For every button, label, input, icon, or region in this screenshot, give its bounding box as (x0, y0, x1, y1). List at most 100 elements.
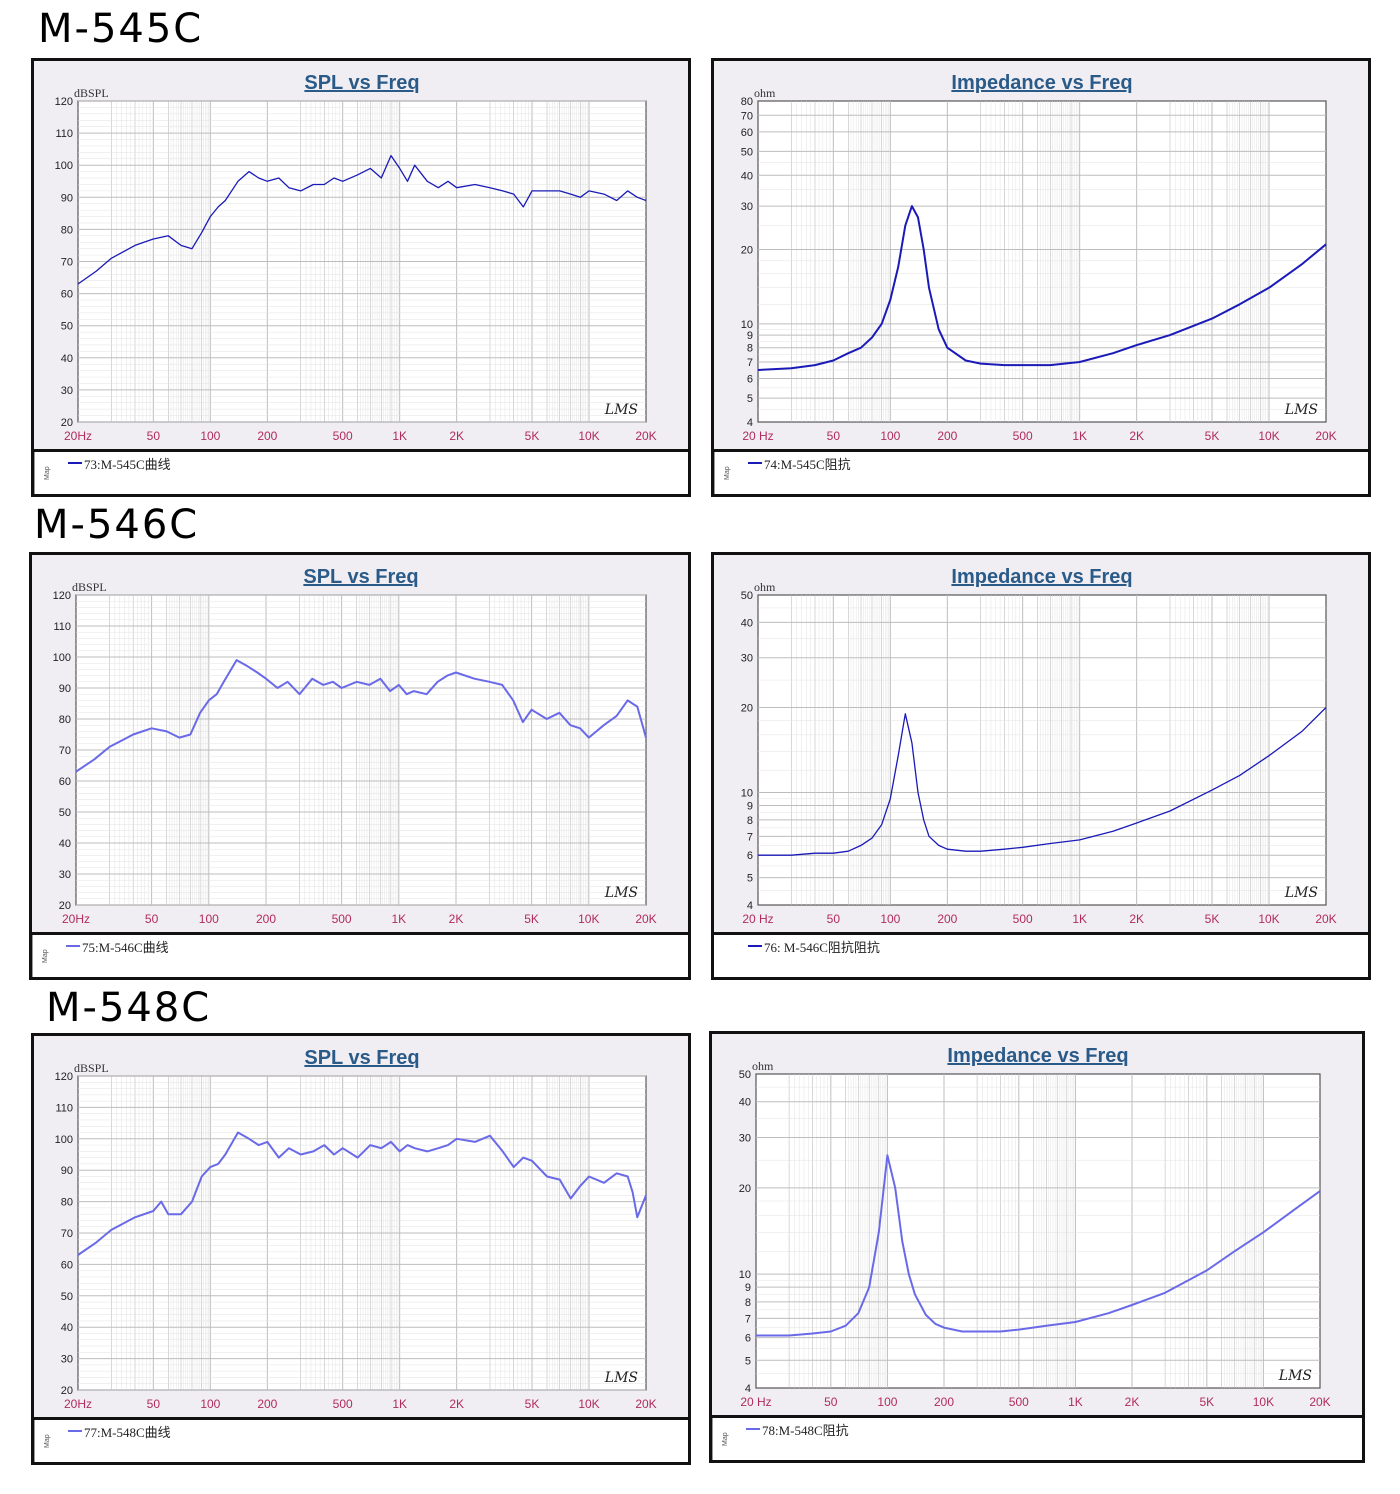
x-tick-label: 5K (1205, 429, 1220, 443)
x-tick-label: 200 (937, 912, 957, 926)
y-tick-label: 30 (61, 1354, 73, 1366)
y-tick-label: 70 (59, 745, 71, 757)
y-tick-label: 40 (741, 617, 753, 629)
spl-panel-m545c: SPL vs Freq dBSPL 120 110 100 90 80 70 60 50 40 30 2… (31, 58, 691, 497)
lms-logo: LMS (604, 1370, 638, 1386)
y-tick-label: 100 (53, 652, 71, 664)
x-tick-label: 5K (525, 1397, 540, 1411)
y-tick-label: 50 (61, 1291, 73, 1303)
legend-swatch (68, 1430, 82, 1432)
legend-box: Map 75:M-546C曲线 (32, 932, 688, 977)
x-tick-label: 5K (525, 429, 540, 443)
y-tick-label: 4 (747, 417, 753, 429)
legend-marker-icon: Map (32, 935, 59, 977)
x-tick-label: 1K (391, 912, 406, 926)
x-tick-label: 50 (827, 429, 841, 443)
y-tick-label: 90 (59, 683, 71, 695)
y-tick-label: 40 (59, 838, 71, 850)
y-tick-label: 50 (741, 590, 753, 602)
y-tick-label: 60 (61, 289, 73, 301)
y-tick-label: 70 (741, 110, 753, 122)
y-tick-label: 10 (741, 788, 753, 800)
x-tick-label: 50 (824, 1395, 838, 1409)
y-tick-label: 50 (741, 146, 753, 158)
x-tick-label: 20K (635, 429, 656, 443)
chart-title: Impedance vs Freq (951, 72, 1132, 94)
x-tick-label: 20K (1315, 912, 1336, 926)
y-tick-label: 90 (61, 1165, 73, 1177)
chart-title: Impedance vs Freq (951, 566, 1132, 588)
y-tick-label: 10 (739, 1269, 751, 1281)
series-line (75, 659, 647, 773)
x-tick-label: 5K (524, 912, 539, 926)
y-tick-label: 110 (55, 1102, 73, 1114)
plot-area (755, 1073, 1321, 1389)
x-tick-label: 1K (392, 1397, 407, 1411)
y-tick-label: 30 (59, 869, 71, 881)
y-tick-label: 7 (747, 831, 753, 843)
y-tick-label: 60 (59, 776, 71, 788)
legend-label: 77:M-548C曲线 (84, 1425, 171, 1440)
y-tick-label: 80 (61, 1197, 73, 1209)
x-tick-label: 5K (1199, 1395, 1214, 1409)
y-tick-label: 50 (59, 807, 71, 819)
y-tick-label: 30 (61, 385, 73, 397)
x-tick-label: 200 (256, 912, 276, 926)
y-tick-label: 8 (745, 1297, 751, 1309)
x-tick-label: 100 (200, 1397, 220, 1411)
legend-marker-icon (714, 935, 740, 977)
series-line (757, 205, 1327, 371)
y-tick-label: 40 (739, 1097, 751, 1109)
plot-area (757, 594, 1327, 906)
chart-title: SPL vs Freq (304, 1047, 419, 1069)
x-tick-label: 10K (1258, 912, 1279, 926)
y-tick-label: 50 (61, 321, 73, 333)
y-tick-label: 6 (747, 850, 753, 862)
impedance-panel-m545c: Impedance vs Freq ohm 80 70 60 50 40 30 20 10 9 8 7 6… (711, 58, 1371, 497)
legend-swatch (68, 462, 82, 464)
legend-label: 76: M-546C阻抗阻抗 (764, 940, 880, 955)
lms-logo: LMS (1278, 1368, 1312, 1384)
legend-marker-icon: Map (34, 452, 61, 494)
x-tick-label: 500 (333, 429, 353, 443)
x-tick-label: 20 Hz (742, 912, 773, 926)
legend-swatch (66, 945, 80, 947)
x-tick-label: 2K (1129, 912, 1144, 926)
y-tick-label: 7 (747, 357, 753, 369)
impedance-panel-m546c: Impedance vs Freq ohm 50 40 30 20 10 9 8 7 6 5 4 20 H… (711, 552, 1371, 980)
lms-logo: LMS (604, 885, 638, 901)
y-unit-label: dBSPL (74, 86, 109, 100)
y-unit-label: ohm (754, 580, 776, 594)
x-tick-label: 10K (578, 429, 599, 443)
x-tick-label: 2K (449, 429, 464, 443)
legend-label: 78:M-548C阻抗 (762, 1423, 849, 1438)
y-tick-label: 5 (747, 393, 753, 405)
lms-logo: LMS (604, 402, 638, 418)
y-tick-label: 9 (745, 1282, 751, 1294)
legend-marker-icon: Map (712, 1418, 739, 1460)
y-tick-label: 5 (745, 1355, 751, 1367)
series-line (77, 1131, 647, 1256)
x-tick-label: 50 (827, 912, 841, 926)
y-tick-label: 8 (747, 343, 753, 355)
y-tick-label: 40 (741, 170, 753, 182)
y-tick-label: 4 (745, 1383, 751, 1395)
x-tick-label: 500 (1009, 1395, 1029, 1409)
x-tick-label: 5K (1205, 912, 1220, 926)
x-tick-label: 20 Hz (740, 1395, 771, 1409)
x-tick-label: 20Hz (64, 1397, 92, 1411)
x-tick-label: 1K (1072, 429, 1087, 443)
x-tick-label: 500 (333, 1397, 353, 1411)
y-tick-label: 20 (741, 245, 753, 257)
y-unit-label: ohm (752, 1059, 774, 1073)
x-tick-label: 2K (449, 1397, 464, 1411)
legend-label: 74:M-545C阻抗 (764, 457, 851, 472)
y-tick-label: 30 (741, 201, 753, 213)
series-line (756, 1154, 1321, 1337)
y-tick-label: 70 (61, 1228, 73, 1240)
y-tick-label: 20 (741, 702, 753, 714)
y-tick-label: 5 (747, 873, 753, 885)
y-tick-label: 80 (59, 714, 71, 726)
